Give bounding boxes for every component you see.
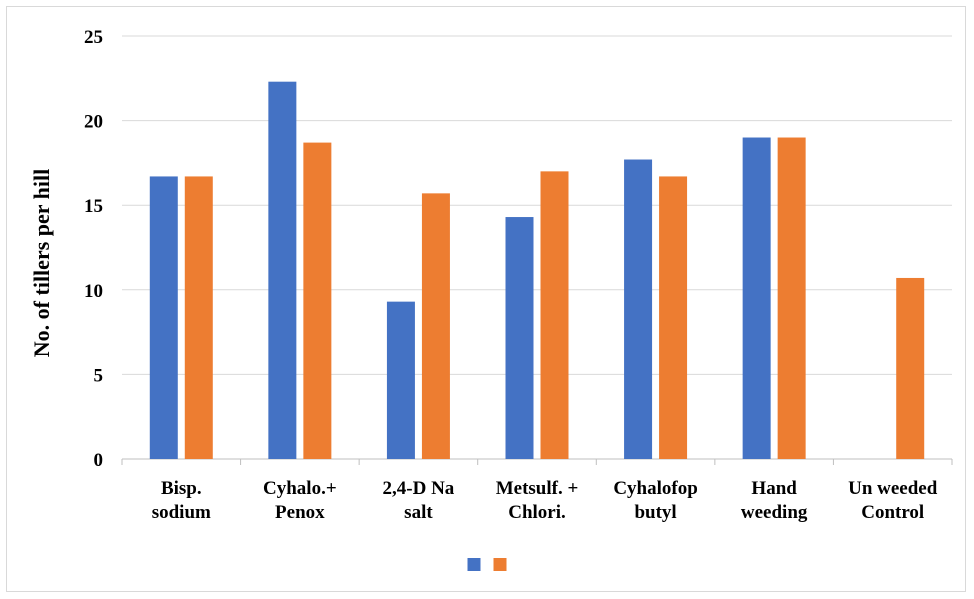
legend	[467, 558, 507, 571]
bar-series2	[540, 171, 569, 460]
y-tick-label: 10	[84, 281, 103, 302]
bar-series1	[149, 176, 178, 459]
x-category-label: Bisp. sodium	[152, 478, 211, 523]
bar-series2	[896, 277, 925, 459]
gridlines	[121, 35, 953, 465]
bar-series2	[184, 176, 213, 459]
bar-series1	[742, 137, 771, 459]
x-category-label: 2,4-D Na salt	[383, 478, 455, 523]
bar-series1	[505, 217, 534, 459]
bar-series1	[386, 301, 415, 459]
bar-series2	[303, 142, 332, 459]
bar-series2	[421, 193, 450, 459]
y-axis-label: No. of tillers per hill	[29, 169, 54, 357]
x-category-label: Cyhalofop butyl	[613, 478, 697, 523]
y-tick-label: 15	[84, 196, 103, 217]
legend-swatch	[467, 558, 481, 571]
y-tick-label: 5	[94, 365, 104, 386]
y-tick-labels: 0 5 10 15 20 25	[84, 27, 103, 471]
bar-series1	[268, 81, 297, 460]
bars	[149, 81, 925, 460]
x-category-label: Metsulf. + Chlori.	[496, 478, 579, 523]
x-category-label: Hand weeding	[741, 478, 808, 523]
y-tick-label: 20	[84, 112, 103, 133]
legend-swatch	[493, 558, 507, 571]
x-category-label: Cyhalo.+ Penox	[263, 478, 337, 523]
y-tick-label: 0	[94, 450, 104, 471]
bar-series2	[777, 137, 806, 459]
bar-series2	[659, 176, 688, 459]
y-tick-label: 25	[84, 27, 103, 48]
x-category-label: Un weeded Control	[848, 478, 938, 523]
x-category-labels: Bisp. sodium Cyhalo.+ Penox 2,4-D Na salt Mets…	[152, 478, 938, 523]
bar-series1	[624, 159, 653, 460]
